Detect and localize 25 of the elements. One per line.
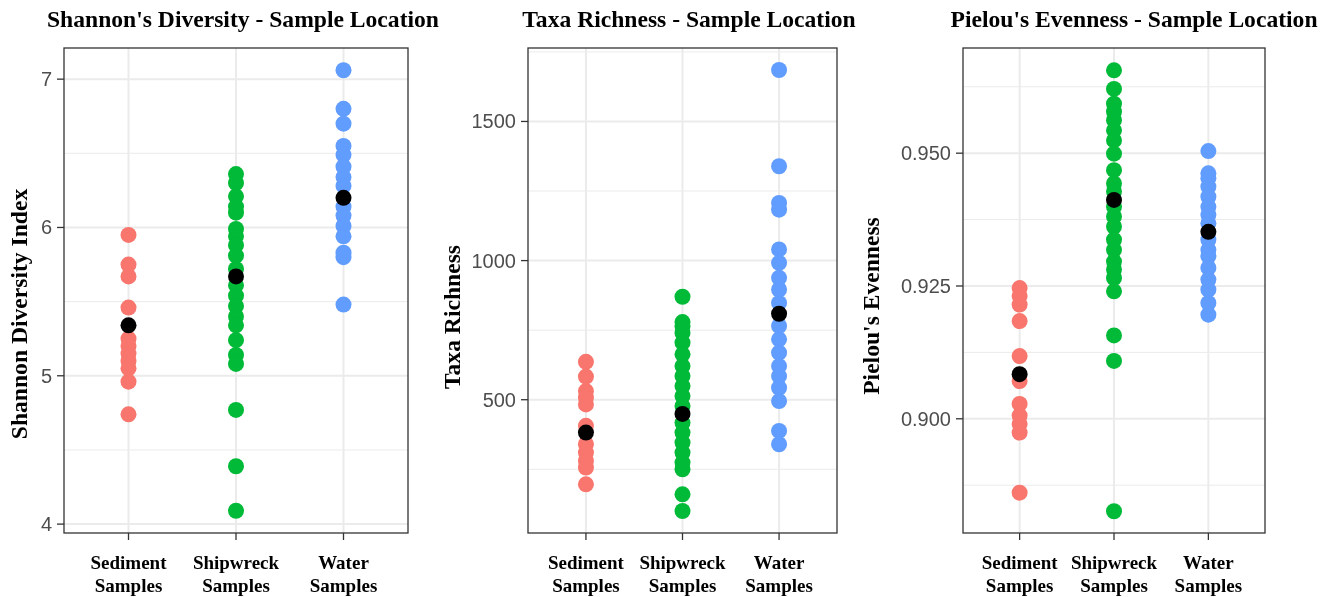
y-axis-title: Pielou's Evenness (858, 217, 884, 395)
y-tick-label: 4 (40, 513, 52, 536)
y-axis-title: Taxa Richness (439, 244, 465, 390)
chart-title: Shannon's Diversity - Sample Location (47, 6, 439, 32)
y-tick-label: 0.900 (900, 407, 951, 430)
y-tick-label: 5 (40, 364, 52, 387)
x-tick-label: Shipwreck Samples (639, 552, 727, 596)
y-tick-label: 7 (40, 68, 52, 91)
y-tick-label: 0.950 (900, 142, 951, 165)
y-axis-title: Shannon Diversity Index (6, 188, 32, 440)
y-tick-label: 0.925 (900, 274, 951, 297)
y-tick-label: 1500 (471, 110, 516, 133)
x-tick-label: Sediment Samples (90, 552, 168, 596)
y-tick-label: 1000 (471, 249, 516, 272)
x-tick-label: Water Samples (745, 552, 813, 596)
x-tick-label: Water Samples (1174, 552, 1243, 596)
x-tick-label: Water Samples (309, 552, 378, 596)
x-tick-label: Sediment Samples (547, 552, 625, 596)
x-tick-label: Sediment Samples (981, 552, 1059, 596)
x-tick-label: Shipwreck Samples (192, 552, 280, 596)
chart-title: Taxa Richness - Sample Location (522, 6, 856, 32)
x-tick-label: Shipwreck Samples (1070, 552, 1158, 596)
y-tick-label: 500 (482, 388, 516, 411)
chart-title: Pielou's Evenness - Sample Location (950, 6, 1318, 32)
y-tick-label: 6 (40, 216, 52, 239)
